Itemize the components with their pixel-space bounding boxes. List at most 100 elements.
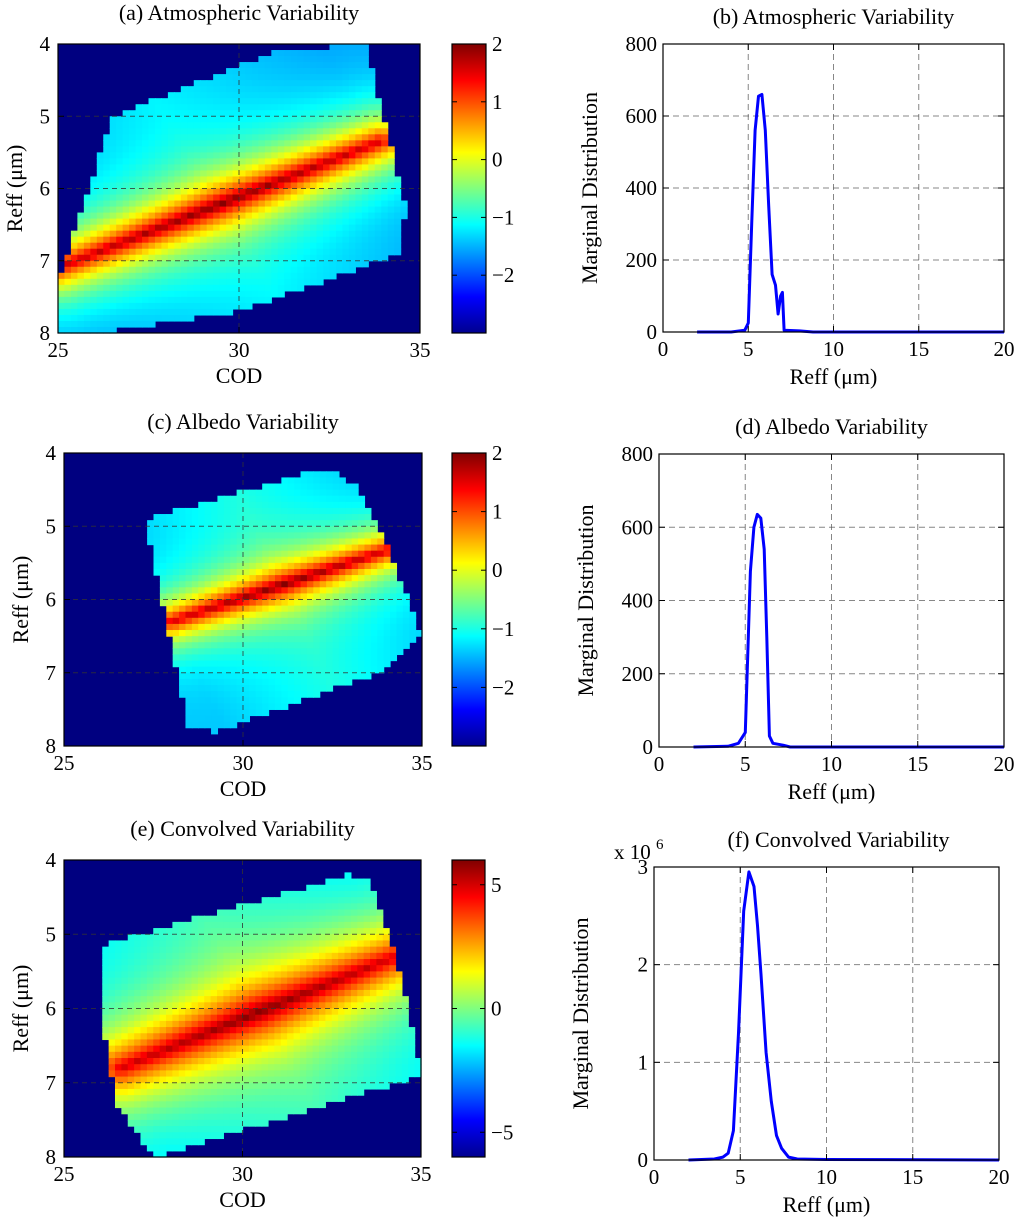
heatmap-cell [310,272,318,280]
heatmap-cell [127,989,135,997]
heatmap-cell [172,562,180,570]
heatmap-cell [374,158,382,166]
heatmap-cell [271,134,279,141]
heatmap-cell [213,296,221,304]
heatmap-cell [116,254,124,262]
heatmap-cell [374,218,382,226]
heatmap-cell [357,1002,365,1010]
heatmap-cell [358,648,366,656]
heatmap-cell [351,568,359,576]
heatmap-cell [319,550,327,558]
heatmap-cell [223,1058,231,1065]
heatmap-cell [287,897,295,904]
heatmap-cell [274,697,282,704]
heatmap-cell [394,248,402,256]
heatmap-cell [363,1039,371,1047]
heatmap-cell [178,1064,186,1071]
heatmap-cell [154,254,163,262]
heatmap-cell [262,501,270,509]
heatmap-cell [364,575,372,582]
x-axis-label: COD [219,1187,265,1212]
heatmap-cell [213,200,221,208]
heatmap-cell [239,158,247,166]
heatmap-cell [348,74,356,81]
heatmap-cell [236,1033,244,1041]
heatmap-cell [264,56,272,63]
heatmap-cell [223,630,231,637]
heatmap-cell [127,952,135,960]
heatmap-cell [174,218,182,226]
heatmap-cell [335,80,344,87]
heatmap-cell [316,266,324,274]
heatmap-cell [306,1020,314,1028]
heatmap-cell [239,272,247,280]
heatmap-cell [348,134,356,141]
heatmap-cell [239,188,247,196]
heatmap-cell [226,140,234,147]
heatmap-cell [242,915,250,923]
heatmap-cell [96,230,104,238]
heatmap-cell [217,654,225,662]
heatmap-cell [348,110,356,117]
heatmap-cell [121,1020,129,1028]
heatmap-cell [115,989,122,997]
heatmap-cell [187,248,195,256]
heatmap-cell [206,128,214,135]
heatmap-cell [153,1070,161,1078]
heatmap-cell [172,1144,180,1152]
heatmap-cell [204,1008,212,1016]
heatmap-cell [191,983,199,991]
heatmap-cell [109,218,117,226]
heatmap-cell [197,1058,205,1065]
heatmap-cell [70,320,78,328]
heatmap-cell [255,532,263,540]
heatmap-cell [146,1020,154,1028]
heatmap-cell [200,182,208,190]
heatmap-cell [172,1064,180,1071]
heatmap-cell [284,170,292,178]
heatmap-cell [361,182,369,190]
heatmap-cell [217,959,224,966]
heatmap-cell [90,284,98,292]
heatmap-cell [96,164,104,172]
heatmap-cell [361,62,369,69]
heatmap-cell [368,92,376,99]
heatmap-cell [102,983,110,991]
heatmap-cell [245,164,253,172]
heatmap-cell [230,562,238,570]
heatmap-cell [204,617,212,625]
heatmap-cell [122,308,130,316]
heatmap-cell [232,170,240,178]
heatmap-cell [271,170,279,178]
heatmap-cell [161,170,169,178]
heatmap-cell [159,952,167,960]
heatmap-cell [239,236,247,244]
heatmap-cell [154,206,163,214]
heatmap-cell [217,1014,224,1022]
series-line [693,512,1004,749]
heatmap-cell [172,599,180,607]
heatmap-cell [338,526,346,533]
heatmap-cell [243,691,250,698]
heatmap-cell [134,1088,142,1096]
heatmap-cell [213,188,221,196]
heatmap-cell [245,134,253,141]
heatmap-cell [90,206,98,214]
heatmap-cell [294,489,302,497]
heatmap-cell [313,678,321,686]
heatmap-cell [271,74,279,81]
heatmap-cell [187,218,195,226]
heatmap-cell [193,86,201,93]
heatmap-cell [316,272,324,280]
x-tick-label: 35 [411,1162,432,1186]
heatmap-cell [361,92,369,99]
heatmap-cell [146,1126,154,1133]
heatmap-cell [229,952,237,960]
heatmap-cell [121,1095,129,1102]
heatmap-cell [70,230,78,238]
heatmap-cell [185,996,193,1003]
heatmap-cell [142,176,150,184]
heatmap-cell [293,959,301,966]
heatmap-cell [129,290,137,298]
heatmap-cell [316,194,324,202]
